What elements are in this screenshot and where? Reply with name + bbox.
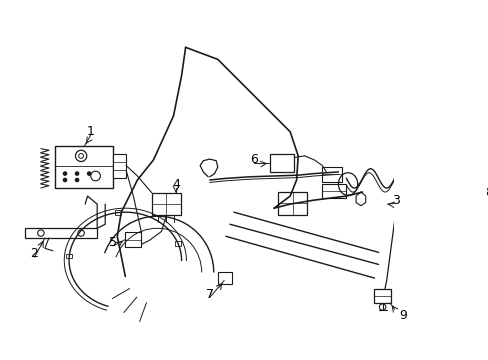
Text: 5: 5 (109, 236, 117, 249)
Bar (125, 232, 141, 247)
Bar (152, 193, 181, 215)
Bar (278, 192, 306, 215)
Bar (269, 154, 294, 172)
Bar (66, 254, 72, 258)
Bar (322, 167, 341, 181)
Bar (55, 146, 113, 188)
Bar (114, 210, 121, 215)
Bar (217, 273, 232, 284)
Text: 8: 8 (485, 185, 488, 199)
Circle shape (75, 172, 79, 175)
Text: 9: 9 (398, 309, 406, 321)
Text: 1: 1 (87, 125, 95, 138)
Bar (322, 184, 346, 198)
Bar (113, 154, 126, 179)
Circle shape (87, 172, 91, 175)
Text: 3: 3 (391, 194, 400, 207)
Circle shape (63, 179, 66, 181)
Text: 4: 4 (172, 178, 180, 191)
Circle shape (63, 172, 66, 175)
Bar (373, 289, 391, 303)
Bar (25, 228, 97, 238)
Text: 6: 6 (249, 153, 257, 166)
Text: 7: 7 (205, 288, 213, 301)
Circle shape (75, 179, 79, 181)
Text: 2: 2 (30, 247, 39, 261)
Bar (174, 241, 181, 246)
